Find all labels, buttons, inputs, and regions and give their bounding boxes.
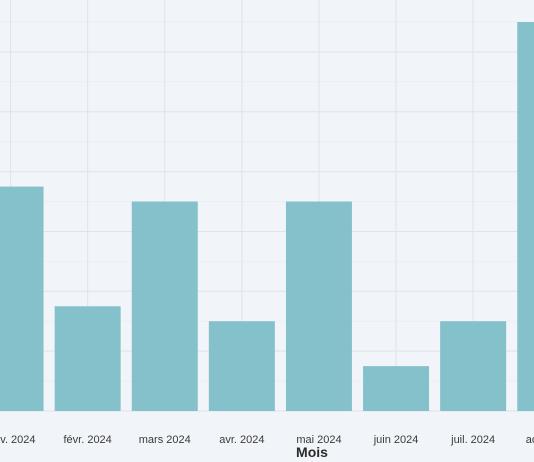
bars	[0, 22, 534, 411]
x-tick-label: juil. 2024	[450, 434, 495, 446]
bar-4	[208, 321, 275, 411]
x-tick-label: janv. 2024	[0, 434, 36, 446]
bar-8	[517, 22, 534, 411]
bar-2	[54, 306, 121, 411]
bar-1	[0, 186, 44, 411]
x-tick-label: févr. 2024	[63, 434, 111, 446]
x-axis-title: Mois	[296, 444, 328, 460]
bar-7	[440, 321, 507, 411]
x-tick-label: août 2024	[526, 434, 534, 446]
bar-6	[363, 366, 430, 411]
x-tick-labels: janv. 2024 févr. 2024 mars 2024 avr. 2024 ma…	[0, 434, 534, 446]
x-tick-label: juin 2024	[373, 434, 419, 446]
bar-3	[131, 201, 198, 411]
x-tick-label: mars 2024	[139, 434, 191, 446]
x-tick-label: mai 2024	[296, 434, 341, 446]
bar-5	[285, 201, 352, 411]
x-tick-label: avr. 2024	[219, 434, 264, 446]
